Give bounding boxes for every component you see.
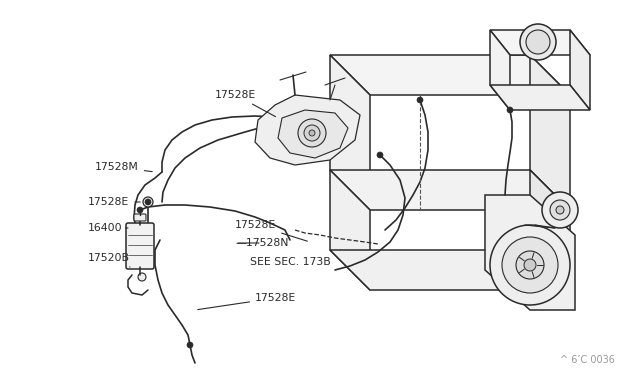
Polygon shape [330, 170, 570, 210]
Polygon shape [330, 55, 570, 95]
Polygon shape [330, 170, 370, 290]
Polygon shape [278, 110, 348, 158]
Polygon shape [330, 55, 370, 210]
Polygon shape [485, 195, 575, 310]
Text: 17520B: 17520B [88, 253, 130, 267]
Circle shape [309, 130, 315, 136]
Polygon shape [530, 55, 570, 210]
Circle shape [138, 273, 146, 281]
Circle shape [502, 237, 558, 293]
Polygon shape [570, 30, 590, 110]
Circle shape [526, 30, 550, 54]
FancyBboxPatch shape [134, 214, 146, 221]
Circle shape [298, 119, 326, 147]
Text: —17528N: —17528N [235, 238, 289, 248]
Circle shape [520, 24, 556, 60]
Circle shape [377, 152, 383, 158]
Circle shape [516, 251, 544, 279]
Circle shape [490, 225, 570, 305]
Text: 17528E: 17528E [198, 293, 296, 310]
Circle shape [145, 199, 151, 205]
Text: 17528E: 17528E [235, 220, 307, 241]
Circle shape [556, 206, 564, 214]
Circle shape [507, 107, 513, 113]
Circle shape [550, 200, 570, 220]
Circle shape [137, 207, 143, 213]
Polygon shape [330, 250, 570, 290]
FancyBboxPatch shape [126, 223, 154, 269]
Polygon shape [490, 30, 510, 110]
Polygon shape [490, 30, 590, 55]
Polygon shape [530, 170, 570, 290]
Text: 17528M: 17528M [95, 162, 152, 172]
Circle shape [304, 125, 320, 141]
Circle shape [524, 259, 536, 271]
Circle shape [143, 197, 153, 207]
Text: ^ 6’C 0036: ^ 6’C 0036 [560, 355, 615, 365]
Text: 16400: 16400 [88, 223, 128, 233]
Circle shape [187, 342, 193, 348]
Circle shape [542, 192, 578, 228]
Text: SEE SEC. 173B: SEE SEC. 173B [250, 257, 331, 267]
Circle shape [417, 97, 423, 103]
Text: 17528E: 17528E [88, 197, 140, 207]
Polygon shape [255, 95, 360, 165]
Polygon shape [490, 85, 590, 110]
Text: 17528E: 17528E [215, 90, 276, 117]
